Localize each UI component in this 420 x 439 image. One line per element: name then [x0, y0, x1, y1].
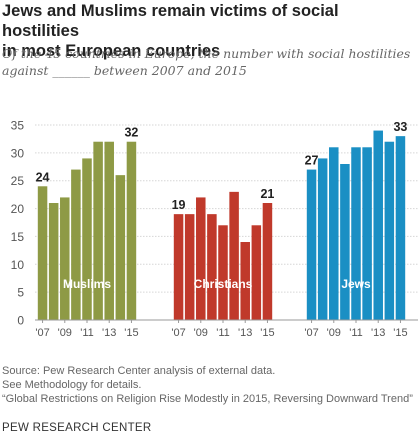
- x-tick-label-muslims-3: '13: [102, 327, 116, 339]
- bar-christians-2007: [173, 214, 184, 320]
- bar-christians-2011: [218, 225, 228, 320]
- y-tick-label-35: 35: [11, 119, 25, 133]
- x-tick-label-christians-4: '15: [260, 327, 274, 339]
- source-note: Source: Pew Research Center analysis of …: [2, 365, 276, 377]
- bar-muslims-2007: [37, 186, 48, 320]
- data-label-christians-last: 21: [260, 187, 274, 201]
- x-tick-label-jews-4: '15: [393, 327, 407, 339]
- bar-jews-2009: [329, 147, 339, 320]
- bar-muslims-2012: [93, 141, 103, 320]
- bar-jews-2010: [340, 164, 350, 320]
- chart-title: Jews and Muslims remain victims of socia…: [2, 1, 416, 61]
- bar-muslims-2009: [60, 197, 70, 320]
- x-tick-label-christians-0: '07: [171, 327, 185, 339]
- bar-jews-2015: [395, 136, 406, 320]
- bar-jews-2011: [351, 147, 361, 320]
- bar-christians-2008: [184, 214, 195, 320]
- brand-logo-text: PEW RESEARCH CENTER: [2, 422, 152, 434]
- x-tick-label-muslims-0: '07: [35, 327, 49, 339]
- data-label-muslims-first: 24: [36, 170, 50, 184]
- bar-muslims-2008: [48, 203, 59, 320]
- y-tick-label-25: 25: [11, 174, 25, 188]
- series-label-christians: Christians: [194, 277, 253, 291]
- subtitle-line-1: Of the 45 countries in Europe, the numbe…: [2, 46, 411, 61]
- bar-muslims-2011: [82, 158, 92, 320]
- bar-jews-2007: [306, 169, 317, 320]
- x-tick-label-muslims-1: '09: [58, 327, 72, 339]
- bar-christians-2013: [240, 242, 250, 320]
- bar-christians-2015: [262, 203, 273, 320]
- bar-christians-2010: [207, 214, 217, 320]
- y-tick-label-20: 20: [11, 202, 25, 216]
- bar-christians-2012: [229, 191, 239, 320]
- y-tick-label-0: 0: [17, 314, 24, 328]
- bar-muslims-2014: [115, 175, 126, 320]
- series-label-jews: Jews: [341, 277, 371, 291]
- data-label-jews-last: 33: [393, 120, 407, 134]
- bar-jews-2013: [373, 130, 383, 320]
- bar-christians-2009: [196, 197, 206, 320]
- y-tick-label-5: 5: [17, 286, 24, 300]
- title-line-1: Jews and Muslims remain victims of socia…: [2, 2, 339, 40]
- y-tick-label-10: 10: [11, 258, 25, 272]
- bar-jews-2008: [317, 158, 328, 320]
- x-tick-label-muslims-4: '15: [124, 327, 138, 339]
- series-label-muslims: Muslims: [63, 277, 111, 291]
- y-tick-label-30: 30: [11, 146, 25, 160]
- methodology-note: See Methodology for details.: [2, 379, 142, 391]
- bar-jews-2012: [362, 147, 372, 320]
- data-label-jews-first: 27: [305, 154, 319, 168]
- report-note: “Global Restrictions on Religion Rise Mo…: [2, 393, 413, 405]
- y-tick-label-15: 15: [11, 230, 25, 244]
- title-line-2: in most European countries: [2, 42, 221, 60]
- data-label-christians-first: 19: [172, 198, 186, 212]
- bar-chart: 0 5 10 15 20 25 30 35 24 32 Muslims '07 '09 '11 '13 '15…: [11, 119, 418, 339]
- bar-christians-2014: [251, 225, 262, 320]
- x-tick-label-jews-1: '09: [327, 327, 341, 339]
- footer: Source: Pew Research Center analysis of …: [2, 364, 418, 406]
- chart-subtitle: Of the 45 countries in Europe, the numbe…: [2, 45, 416, 79]
- x-tick-label-christians-3: '13: [238, 327, 252, 339]
- x-tick-label-jews-3: '13: [371, 327, 385, 339]
- x-tick-label-jews-2: '11: [349, 327, 363, 339]
- x-tick-label-muslims-2: '11: [80, 327, 94, 339]
- x-tick-label-jews-0: '07: [304, 327, 318, 339]
- bar-muslims-2015: [126, 141, 137, 320]
- bar-muslims-2013: [104, 141, 114, 320]
- bar-jews-2014: [384, 141, 395, 320]
- subtitle-line-2: against ______ between 2007 and 2015: [2, 63, 247, 78]
- x-tick-label-christians-1: '09: [194, 327, 208, 339]
- data-label-muslims-last: 32: [124, 126, 138, 140]
- x-tick-label-christians-2: '11: [216, 327, 230, 339]
- bar-muslims-2010: [71, 169, 81, 320]
